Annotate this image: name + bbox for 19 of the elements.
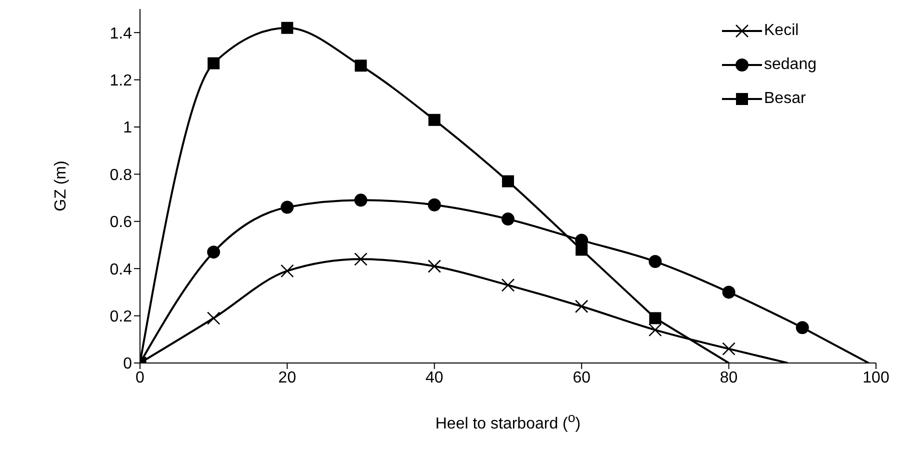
x-axis-title: Heel to starboard ($^{o}$) <box>434 410 582 434</box>
y-axis-title: GZ (m) <box>52 160 70 212</box>
legend-label: sedang <box>764 56 816 74</box>
x-tick-label: 40 <box>426 369 444 386</box>
x-tick-label: 60 <box>572 369 591 386</box>
y-tick-label: 1 <box>123 120 132 137</box>
x-tick-label: 0 <box>136 369 145 386</box>
y-tick-label: 0 <box>123 356 132 373</box>
y-tick-label: 1.2 <box>110 72 132 90</box>
y-tick-label: 0.2 <box>110 308 132 326</box>
y-tick-label: 0.8 <box>110 166 132 184</box>
legend-label: Besar <box>764 90 806 108</box>
x-tick-label: 80 <box>720 369 738 386</box>
x-tick-label: 20 <box>278 369 296 386</box>
y-tick-label: 0.4 <box>110 261 132 278</box>
y-tick-label: 1.4 <box>110 25 132 42</box>
legend-label: Kecil <box>764 22 799 40</box>
y-tick-label: 0.6 <box>110 214 132 232</box>
x-tick-label: 100 <box>862 369 890 386</box>
